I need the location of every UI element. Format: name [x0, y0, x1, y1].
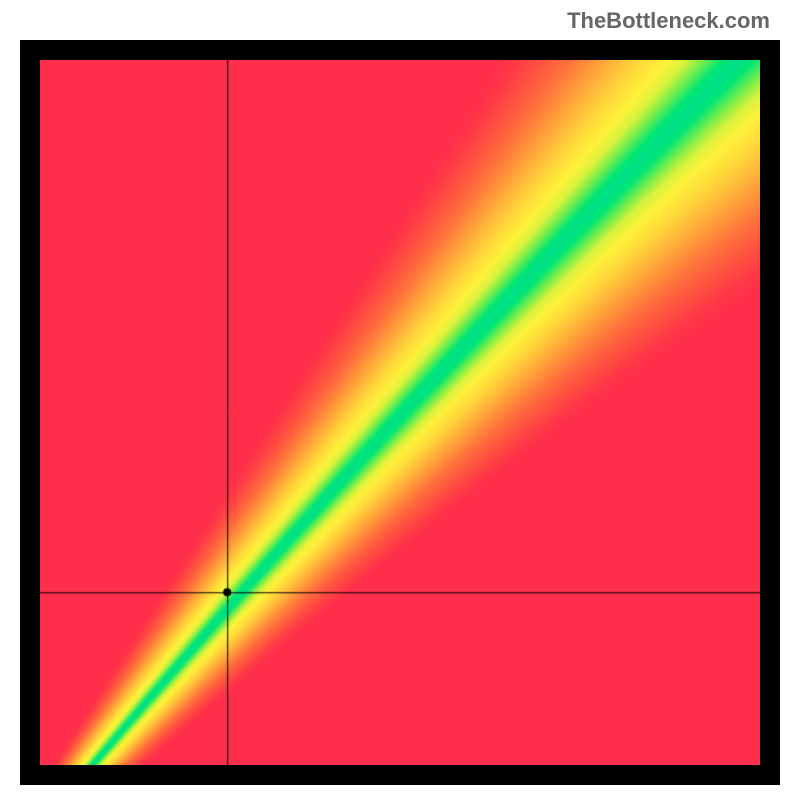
plot-area [40, 60, 760, 765]
watermark-text: TheBottleneck.com [567, 8, 770, 34]
heatmap-canvas [40, 60, 760, 765]
chart-frame [20, 40, 780, 785]
